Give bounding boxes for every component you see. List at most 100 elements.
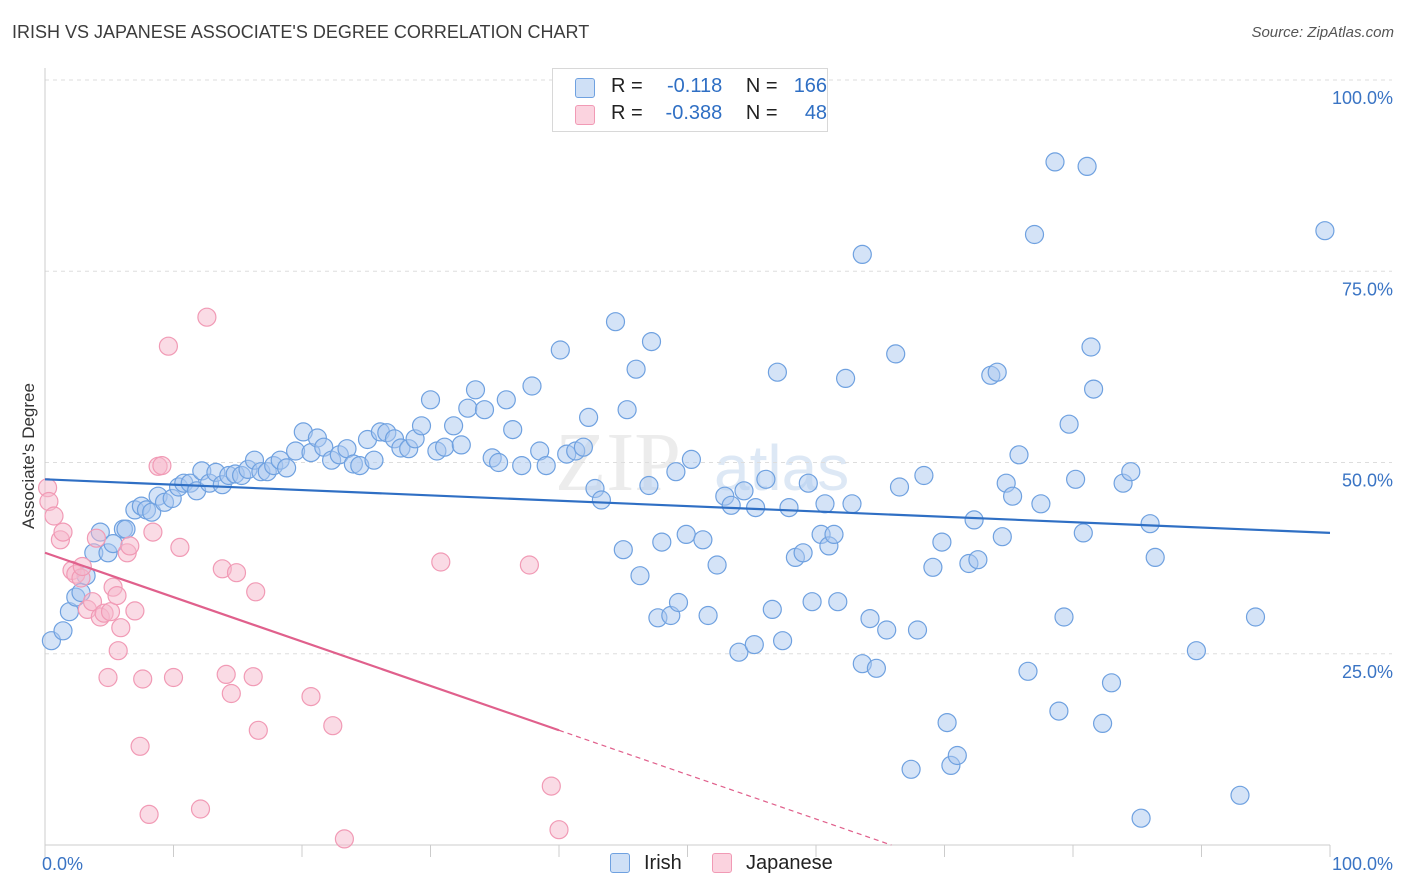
japanese-point (107, 585, 127, 606)
irish-point (860, 608, 880, 629)
japanese-point (143, 522, 163, 542)
irish-point (842, 494, 862, 514)
japanese-point (190, 799, 211, 819)
y-tick-label: 75.0% (1342, 279, 1393, 299)
japanese-point (100, 602, 121, 622)
japanese-trend-line-extension (558, 729, 892, 846)
irish-point (666, 462, 686, 482)
legend-swatch-irish (575, 78, 595, 98)
irish-point (1081, 337, 1101, 357)
irish-point (444, 416, 464, 436)
y-tick-labels: 100.0% 75.0% 50.0% 25.0% (1332, 88, 1393, 682)
bottom-legend-swatch-japanese (712, 853, 732, 873)
irish-point (1031, 494, 1051, 514)
legend-n-label: N = (745, 102, 778, 124)
japanese-point (120, 536, 140, 556)
irish-point (536, 456, 556, 476)
irish-point (116, 519, 136, 539)
japanese-point (152, 456, 172, 476)
irish-point (835, 368, 856, 388)
irish-point (901, 759, 921, 779)
irish-point (420, 390, 441, 410)
watermark-atlas: atlas (714, 432, 849, 504)
japanese-point (108, 641, 128, 661)
irish-point (1009, 445, 1029, 465)
japanese-point (323, 716, 343, 736)
irish-point (53, 621, 73, 641)
irish-point (277, 458, 297, 478)
japanese-trend-line (44, 551, 560, 732)
legend-n-value: 166 (793, 75, 828, 97)
japanese-point (226, 563, 247, 583)
irish-point (630, 566, 650, 586)
irish-point (626, 359, 646, 379)
irish-point (828, 592, 848, 612)
japanese-point (243, 667, 263, 687)
japanese-point (248, 720, 268, 740)
irish-point (681, 449, 702, 469)
y-axis-label: Associate's Degree (19, 383, 38, 529)
irish-point (512, 456, 532, 476)
irish-point (987, 362, 1007, 382)
legend-r-label: R = (611, 75, 643, 97)
source-label: Source: ZipAtlas.com (1251, 24, 1394, 41)
irish-point (1049, 701, 1069, 721)
irish-point (914, 465, 934, 486)
irish-point (668, 592, 689, 613)
japanese-point (431, 552, 451, 572)
irish-point (815, 494, 835, 514)
irish-point (798, 473, 818, 493)
japanese-point (246, 582, 266, 602)
irish-point (756, 469, 776, 489)
irish-point (364, 450, 384, 470)
irish-point (1054, 607, 1074, 627)
japanese-point (139, 804, 159, 825)
japanese-point (133, 669, 153, 689)
irish-point (721, 495, 741, 515)
irish-point (1073, 523, 1093, 543)
irish-point (923, 557, 943, 577)
irish-point (877, 620, 897, 640)
japanese-point (163, 667, 184, 688)
japanese-point (221, 683, 241, 704)
japanese-point (541, 776, 561, 796)
x-tick-label: 100.0% (1332, 854, 1393, 874)
irish-point (1018, 661, 1038, 681)
irish-point (550, 340, 570, 360)
irish-point (474, 400, 495, 420)
irish-point (522, 376, 542, 396)
irish-point (458, 398, 478, 418)
irish-point (889, 477, 910, 497)
legend-r-value: -0.388 (665, 102, 723, 124)
irish-point (779, 498, 799, 518)
irish-point (772, 631, 793, 651)
irish-point (937, 712, 957, 733)
japanese-point (197, 307, 217, 327)
irish-point (1131, 808, 1151, 828)
japanese-point (125, 601, 145, 621)
irish-point (693, 530, 713, 550)
irish-point (707, 555, 727, 575)
bottom-legend-label-irish: Irish (644, 852, 682, 874)
irish-point (992, 527, 1012, 547)
irish-point (1145, 547, 1165, 568)
y-tick-label: 25.0% (1342, 662, 1393, 682)
japanese-point (216, 664, 236, 685)
irish-point (793, 543, 813, 563)
irish-point (964, 510, 984, 530)
japanese-point (82, 592, 103, 612)
irish-point (866, 658, 887, 678)
irish-point (1186, 641, 1207, 661)
irish-point (573, 437, 594, 457)
irish-point (639, 475, 659, 496)
irish-point (907, 620, 928, 640)
bottom-legend-label-japanese: Japanese (746, 852, 833, 874)
chart-title: IRISH VS JAPANESE ASSOCIATE'S DEGREE COR… (12, 22, 590, 42)
irish-point (947, 745, 967, 766)
irish-point (503, 420, 523, 440)
japanese-point (170, 537, 190, 558)
irish-point (489, 452, 509, 473)
irish-point (613, 540, 633, 560)
irish-point (1024, 224, 1045, 245)
irish-point (1121, 462, 1141, 482)
